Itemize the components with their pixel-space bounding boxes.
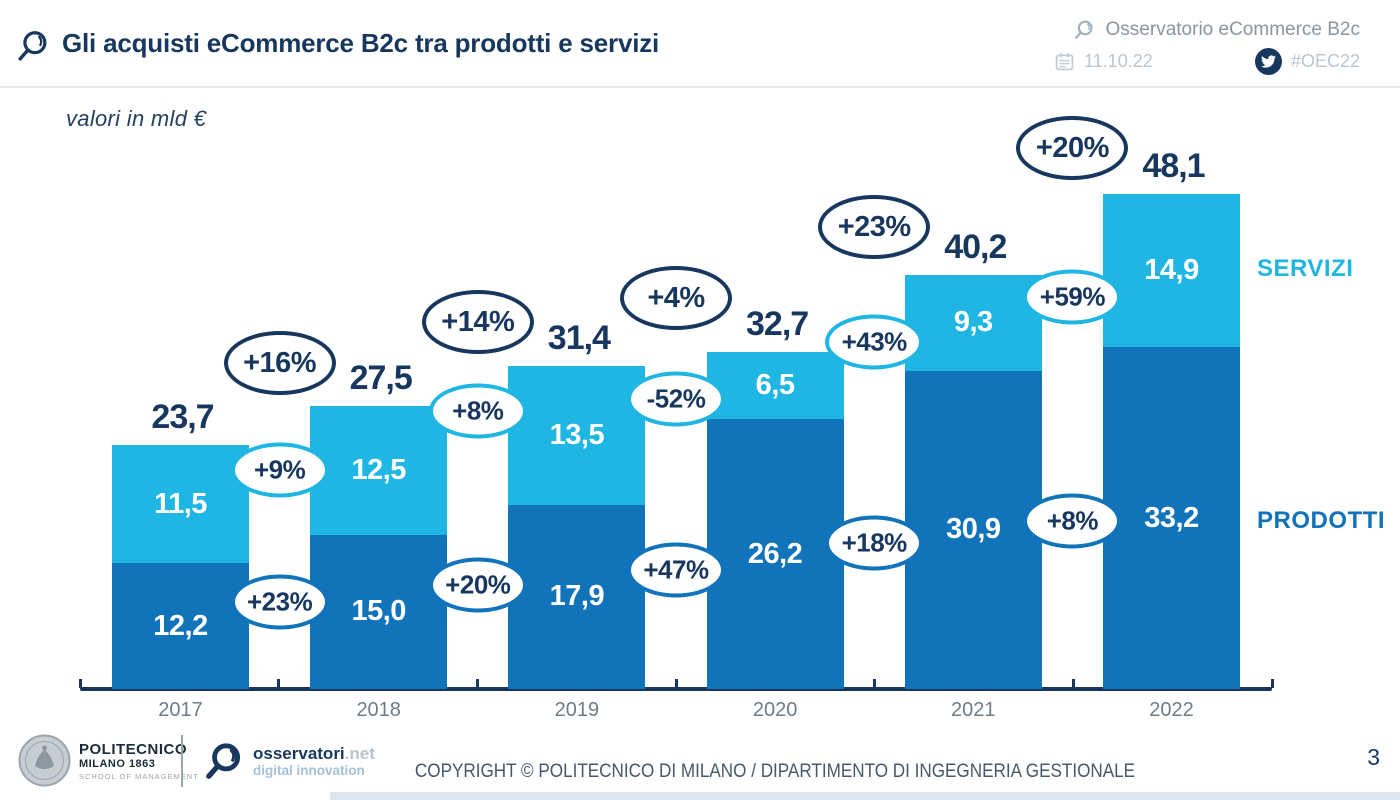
growth-oval-prodotti-2018: +23%: [230, 574, 329, 630]
bar-2020-servizi-segment: 6,5: [706, 352, 844, 420]
axis-tick: [277, 679, 281, 688]
twitter-icon: [1254, 48, 1282, 75]
magnifier-logo-icon: [18, 31, 47, 61]
growth-oval-total-2021: +23%: [818, 195, 931, 259]
osservatori-brand: osservatori: [253, 744, 345, 763]
bar-2018-prodotti-segment: 15,0: [310, 534, 448, 689]
bar-2019-prodotti-segment: 17,9: [508, 504, 646, 689]
year-label-2017: 2017: [158, 699, 203, 721]
bar-2019-servizi-segment: 13,5: [508, 365, 646, 505]
axis-tick: [475, 679, 479, 688]
year-label-2020: 2020: [752, 699, 798, 721]
program-name: Osservatorio eCommerce B2c: [1105, 19, 1360, 40]
date-group: 11.10.22: [1054, 51, 1153, 72]
program-name-row: Osservatorio eCommerce B2c: [1072, 18, 1360, 42]
growth-oval-servizi-2021: +43%: [825, 314, 924, 370]
osservatori-tagline: digital innovation: [253, 763, 365, 778]
total-label-2021: 40,2: [944, 227, 1007, 266]
bar-2020-prodotti-segment: 26,2: [706, 419, 844, 689]
growth-oval-total-2019: +14%: [421, 290, 534, 354]
bar-2017-prodotti-segment: 12,2: [112, 563, 249, 689]
axis-tick: [674, 679, 678, 688]
bar-2017-servizi-segment: 11,5: [112, 444, 249, 564]
page-number: 3: [1367, 744, 1380, 770]
year-label-2022: 2022: [1149, 699, 1194, 721]
politecnico-text: POLITECNICO MILANO 1863 SCHOOL OF MANAGE…: [79, 741, 199, 781]
total-label-2017: 23,7: [151, 397, 214, 436]
bar-2021-servizi-segment: 9,3: [904, 274, 1042, 371]
growth-oval-servizi-2018: +9%: [230, 442, 329, 498]
politecnico-seal-icon: [18, 734, 71, 787]
axis-tick: [1270, 679, 1274, 688]
bar-2022-prodotti-segment: 33,2: [1103, 347, 1240, 689]
magnifier-small-icon: [1074, 20, 1093, 39]
axis-tick: [873, 679, 877, 688]
bar-2022-servizi-segment: 14,9: [1103, 193, 1240, 348]
calendar-icon: [1055, 53, 1074, 71]
growth-oval-servizi-2022: +59%: [1023, 269, 1122, 325]
unit-note: valori in mld €: [66, 106, 207, 131]
axis-tick: [1071, 679, 1075, 688]
growth-oval-total-2018: +16%: [223, 331, 336, 395]
growth-oval-prodotti-2021: +18%: [825, 515, 924, 571]
growth-oval-prodotti-2022: +8%: [1023, 493, 1122, 549]
politecnico-name: POLITECNICO: [79, 740, 188, 758]
total-label-2020: 32,7: [746, 305, 809, 344]
growth-oval-total-2022: +20%: [1016, 116, 1129, 180]
osservatori-magnifier-icon: [206, 743, 241, 779]
politecnico-school: SCHOOL OF MANAGEMENT: [79, 771, 199, 781]
meta-row: 11.10.22 #OEC22: [1054, 48, 1360, 75]
total-label-2019: 31,4: [547, 318, 611, 357]
footer-divider: [181, 735, 183, 787]
bottom-strip: [330, 792, 1400, 800]
copyright-text: COPYRIGHT © POLITECNICO DI MILANO / DIPA…: [414, 761, 1136, 782]
header: Gli acquisti eCommerce B2c tra prodotti …: [0, 0, 1400, 88]
hashtag-group: #OEC22: [1254, 48, 1360, 75]
growth-oval-servizi-2019: +8%: [428, 383, 527, 439]
politecnico-sub: MILANO 1863: [79, 757, 156, 770]
page-title: Gli acquisti eCommerce B2c tra prodotti …: [62, 28, 660, 58]
date-label: 11.10.22: [1084, 51, 1153, 71]
osservatori-logo: osservatori.net digital innovation: [203, 740, 375, 782]
growth-oval-servizi-2020: -52%: [627, 371, 725, 427]
legend-prodotti: PRODOTTI: [1257, 507, 1385, 534]
x-axis: [80, 687, 1272, 691]
growth-oval-total-2020: +4%: [620, 266, 732, 330]
year-label-2021: 2021: [951, 699, 996, 721]
growth-oval-prodotti-2019: +20%: [428, 557, 527, 613]
year-label-2019: 2019: [554, 699, 600, 721]
total-label-2022: 48,1: [1142, 146, 1205, 185]
growth-oval-prodotti-2020: +47%: [627, 542, 725, 598]
total-label-2018: 27,5: [349, 358, 413, 397]
osservatori-text: osservatori.net digital innovation: [253, 744, 375, 778]
politecnico-logo: POLITECNICO MILANO 1863 SCHOOL OF MANAGE…: [18, 734, 199, 787]
osservatori-tld: .net: [344, 744, 375, 763]
hashtag-label: #OEC22: [1290, 51, 1360, 71]
bar-2018-servizi-segment: 12,5: [310, 405, 448, 535]
year-label-2018: 2018: [356, 699, 401, 721]
bar-2021-prodotti-segment: 30,9: [904, 370, 1042, 689]
axis-tick: [78, 679, 82, 688]
legend-servizi: SERVIZI: [1257, 255, 1354, 282]
